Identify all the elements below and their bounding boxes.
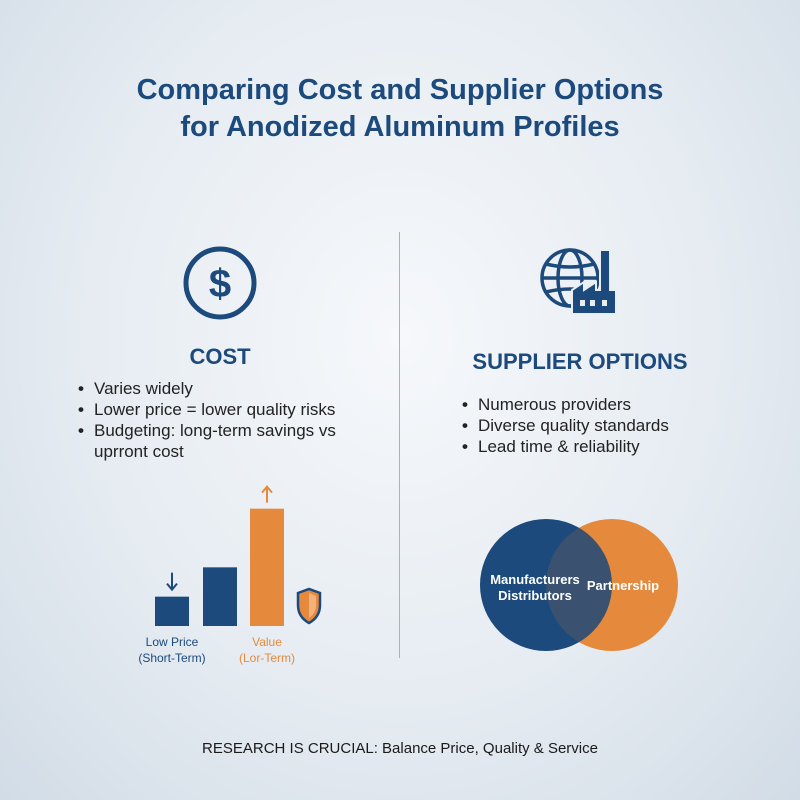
dollar-circle-icon: $ bbox=[183, 246, 257, 320]
cost-heading: COST bbox=[189, 344, 251, 369]
cost-bar-chart: Low Price (Short-Term) Value (Lor-Term) bbox=[138, 485, 322, 665]
page-title: Comparing Cost and Supplier Options for … bbox=[0, 72, 800, 146]
list-item: Numerous providers bbox=[460, 394, 760, 415]
list-item: Budgeting: long-term savings vs uprront … bbox=[76, 420, 376, 462]
tick-label-value: Value bbox=[252, 635, 282, 649]
title-line-2: for Anodized Aluminum Profiles bbox=[180, 111, 620, 143]
down-arrow-icon bbox=[166, 572, 178, 592]
column-divider bbox=[399, 232, 400, 658]
list-item: Varies widely bbox=[76, 378, 376, 399]
tick-label-low-price: Low Price bbox=[146, 635, 199, 649]
venn-left-line-1: Manufacturers bbox=[490, 572, 580, 587]
bar-0 bbox=[155, 596, 189, 626]
supplier-bullet-list: Numerous providers Diverse quality stand… bbox=[460, 394, 760, 457]
venn-left-circle bbox=[480, 519, 612, 651]
supplier-heading: SUPPLIER OPTIONS bbox=[472, 349, 688, 374]
venn-diagram bbox=[480, 519, 678, 651]
venn-left-line-2: Distributors bbox=[498, 588, 572, 603]
tick-label-short-term: (Short-Term) bbox=[138, 651, 205, 665]
svg-text:$: $ bbox=[209, 262, 231, 306]
bar-2 bbox=[250, 508, 284, 626]
bar-1 bbox=[203, 567, 237, 626]
venn-left-label: Manufacturers Distributors bbox=[484, 572, 586, 604]
tick-label-long-term: (Lor-Term) bbox=[239, 651, 295, 665]
venn-right-label: Partnership bbox=[586, 578, 660, 593]
list-item: Lower price = lower quality risks bbox=[76, 399, 376, 420]
venn-overlap bbox=[546, 519, 612, 651]
cost-bullet-list: Varies widely Lower price = lower qualit… bbox=[76, 378, 376, 462]
title-line-1: Comparing Cost and Supplier Options bbox=[136, 74, 664, 106]
globe-factory-icon bbox=[540, 248, 617, 315]
list-item: Lead time & reliability bbox=[460, 436, 760, 457]
footer-note: RESEARCH IS CRUCIAL: Balance Price, Qual… bbox=[202, 740, 598, 757]
shield-icon bbox=[296, 587, 322, 625]
list-item: Diverse quality standards bbox=[460, 415, 760, 436]
up-arrow-icon bbox=[261, 485, 273, 503]
